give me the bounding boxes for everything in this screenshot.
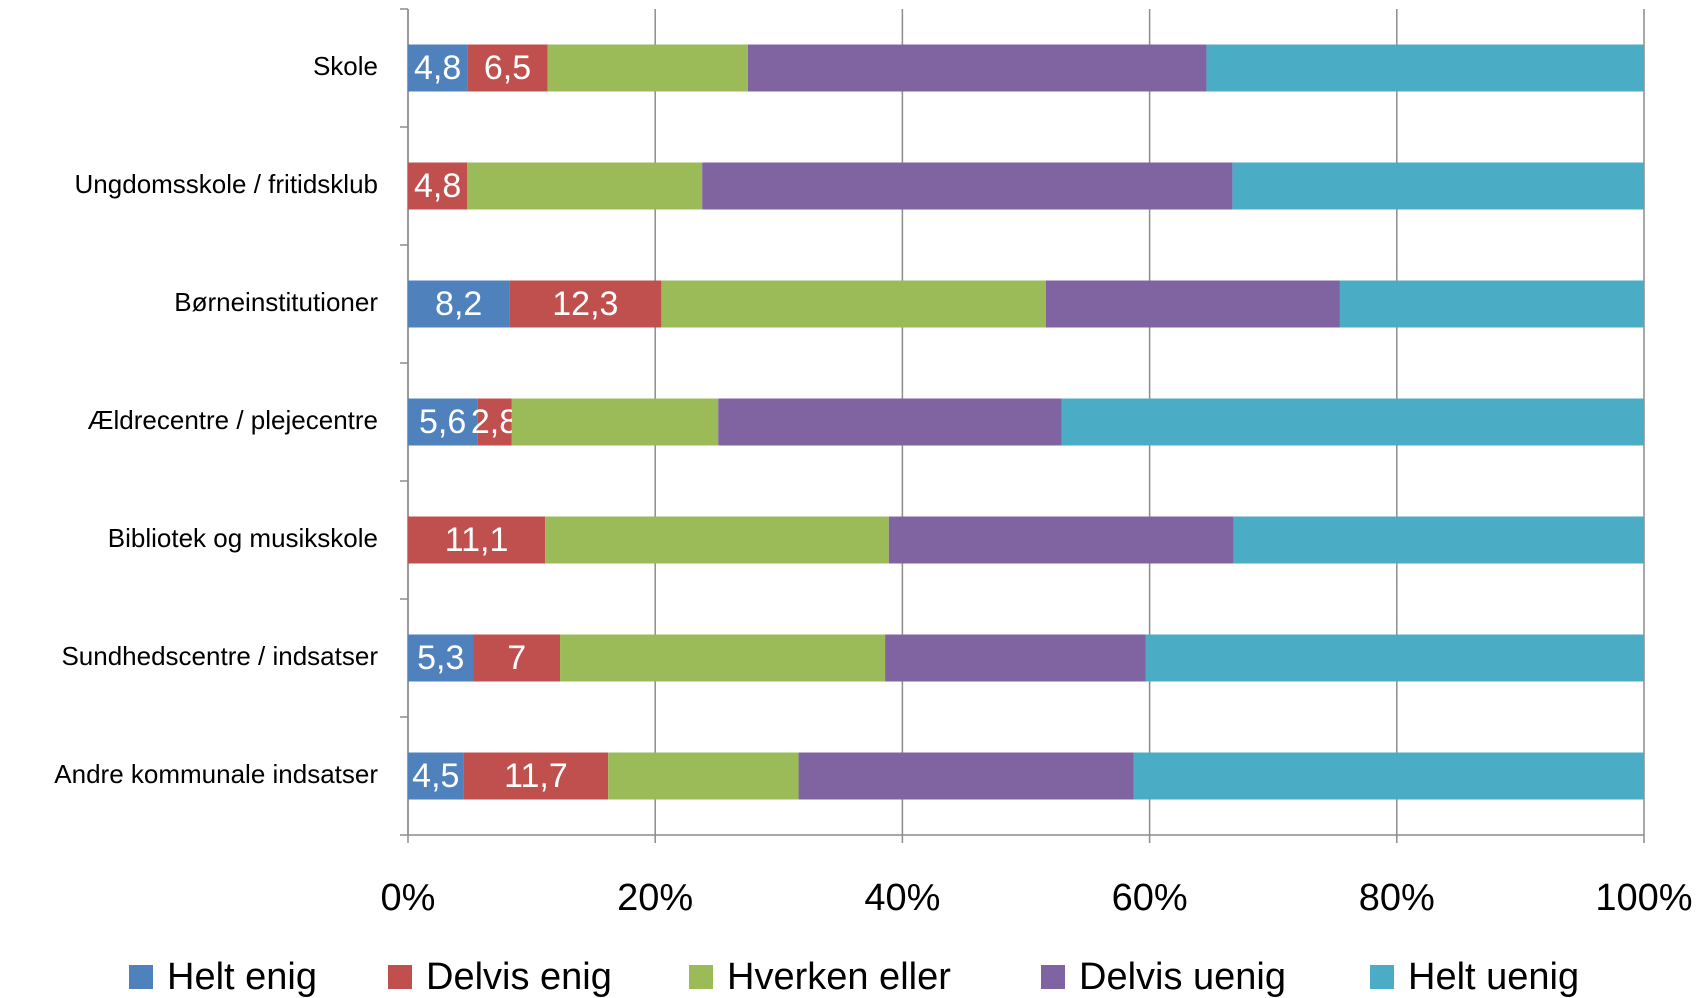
bar-segment	[1145, 634, 1644, 682]
x-tick-label: 80%	[1359, 877, 1435, 919]
bar-segment	[1045, 280, 1340, 328]
bar-segment	[509, 280, 662, 328]
bar-segment	[1233, 516, 1644, 564]
bar-segment	[888, 516, 1234, 564]
bar-segment	[463, 752, 609, 800]
x-tick-label: 100%	[1595, 877, 1692, 919]
bar-segment	[1133, 752, 1644, 800]
data-label: 12,3	[552, 285, 618, 323]
x-tick-label: 0%	[381, 877, 436, 919]
bar-segment	[718, 398, 1062, 446]
x-tick-label: 40%	[864, 877, 940, 919]
bar-segment	[661, 280, 1046, 328]
x-tick-label: 60%	[1112, 877, 1188, 919]
legend-label: Helt enig	[167, 956, 317, 998]
bar-segment	[1232, 162, 1644, 210]
bar-segment	[702, 162, 1233, 210]
y-tick-label: Sundhedscentre / indsatser	[61, 641, 378, 671]
bar-segment	[608, 752, 799, 800]
legend-swatch	[689, 965, 713, 989]
data-label: 5,6	[419, 403, 466, 441]
data-label: 4,8	[414, 167, 461, 205]
y-tick-label: Ældrecentre / plejecentre	[88, 405, 378, 435]
bar-segment	[477, 398, 512, 446]
bar-segment	[408, 516, 546, 564]
legend-swatch	[388, 965, 412, 989]
data-label: 4,8	[414, 49, 461, 87]
data-label: 11,1	[445, 521, 509, 559]
bar-segment	[473, 634, 561, 682]
bar-segment	[798, 752, 1134, 800]
y-tick-label: Børneinstitutioner	[174, 287, 378, 317]
bar-segment	[408, 280, 510, 328]
bar-segment	[408, 44, 468, 92]
bar-segment	[1206, 44, 1644, 92]
data-label: 8,2	[435, 285, 482, 323]
y-tick-label: Andre kommunale indsatser	[54, 759, 378, 789]
y-tick-label: Skole	[313, 51, 378, 81]
bar-segment	[408, 162, 468, 210]
legend-swatch	[1370, 965, 1394, 989]
bar-segment	[1339, 280, 1644, 328]
bar-segment	[408, 634, 474, 682]
legend-label: Hverken eller	[727, 956, 951, 998]
legend-label: Helt uenig	[1408, 956, 1579, 998]
bar-segment	[467, 44, 548, 92]
bar-segment	[747, 44, 1207, 92]
data-label: 4,5	[412, 757, 459, 795]
x-tick-label: 20%	[617, 877, 693, 919]
y-tick-label: Ungdomsskole / fritidsklub	[75, 169, 378, 199]
data-label: 2,8	[471, 403, 518, 441]
bar-segment	[467, 162, 703, 210]
bar-segment	[511, 398, 719, 446]
bar-segment	[545, 516, 889, 564]
bar-segment	[547, 44, 748, 92]
bar-segment	[560, 634, 886, 682]
legend-label: Delvis uenig	[1079, 956, 1286, 998]
bar-segment	[408, 752, 464, 800]
legend-swatch	[1041, 965, 1065, 989]
y-tick-label: Bibliotek og musikskole	[108, 523, 378, 553]
data-label: 11,7	[504, 757, 568, 795]
bar-segment	[408, 398, 478, 446]
bar-segment	[885, 634, 1146, 682]
data-label: 7	[507, 639, 526, 677]
legend-swatch	[129, 965, 153, 989]
data-label: 5,3	[417, 639, 464, 677]
bar-segment	[1061, 398, 1644, 446]
legend-label: Delvis enig	[426, 956, 612, 998]
data-label: 6,5	[484, 49, 531, 87]
